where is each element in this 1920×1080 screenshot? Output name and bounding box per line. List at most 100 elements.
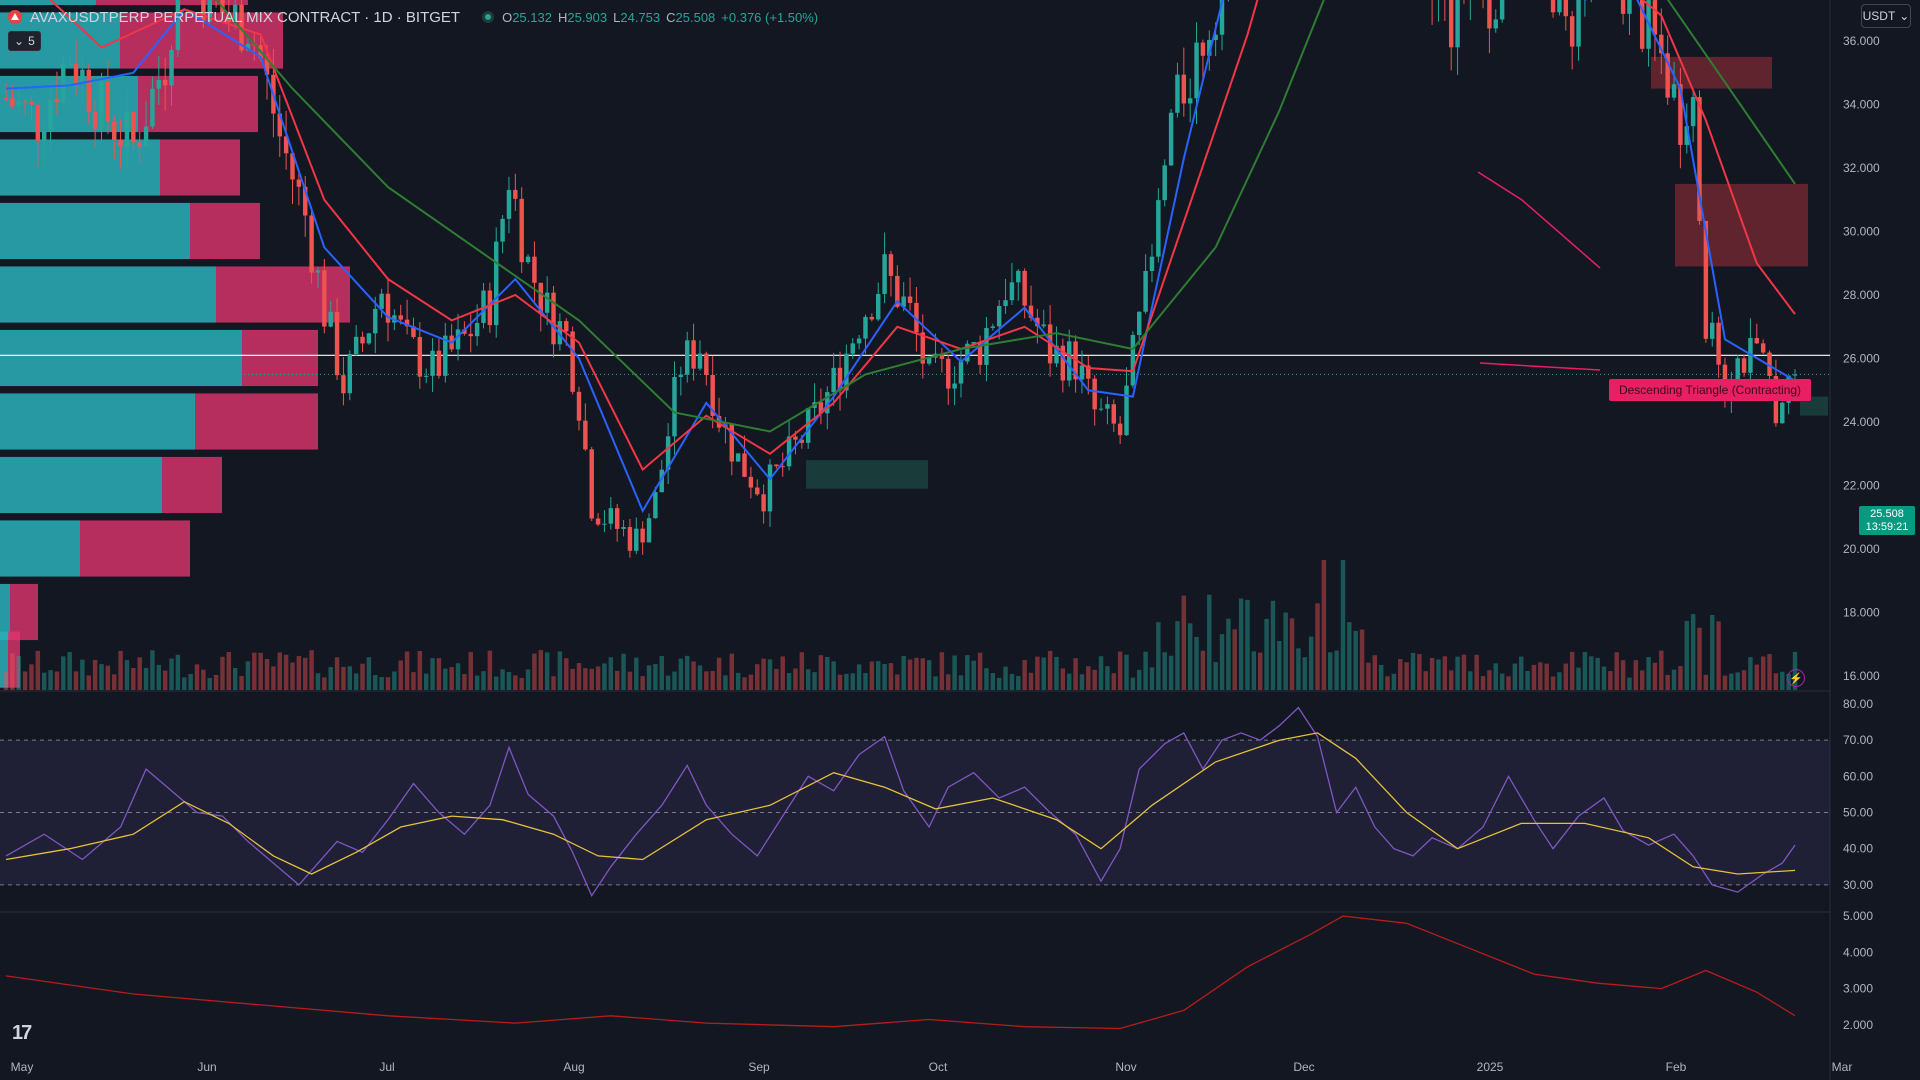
candle-body — [10, 98, 15, 107]
indicators-toggle-button[interactable]: ⌄ 5 — [8, 31, 41, 51]
candle-body — [423, 375, 429, 377]
volume-bar — [1372, 655, 1378, 690]
candle-body — [16, 101, 21, 107]
candle-body — [1690, 97, 1696, 127]
volume-bar — [1601, 666, 1607, 690]
candle-body — [971, 342, 976, 344]
tradingview-logo[interactable]: 17 — [12, 1022, 32, 1044]
volume-bar — [1423, 671, 1428, 690]
volume-bar — [958, 675, 964, 690]
volume-bar — [653, 664, 658, 690]
volume-bar — [1098, 656, 1104, 690]
volume-bar — [1016, 676, 1021, 690]
candle-body — [1780, 402, 1785, 424]
volume-profile-up-row — [0, 329, 242, 387]
volume-bar — [1251, 651, 1257, 690]
volume-profile-down-row — [96, 0, 248, 6]
candle-body — [850, 343, 855, 354]
volume-bar — [1404, 662, 1409, 690]
volume-bar — [1073, 658, 1078, 690]
candle-body — [315, 270, 321, 273]
pattern-label[interactable]: Descending Triangle (Contracting) — [1609, 379, 1811, 401]
price-tick-label: 34.000 — [1843, 98, 1880, 112]
candle-body — [67, 63, 72, 65]
candle-body — [780, 466, 785, 468]
candle-body — [863, 316, 868, 339]
volume-bar — [462, 674, 467, 690]
volume-bar — [194, 664, 200, 690]
volume-bar — [755, 664, 760, 690]
volume-bar — [704, 671, 709, 690]
volume-bar — [1277, 640, 1282, 690]
volume-bar — [296, 656, 302, 690]
volume-bar — [1047, 650, 1053, 690]
volume-bar — [748, 674, 754, 690]
rsi-ma-line — [5, 732, 1796, 875]
volume-bar — [856, 664, 862, 690]
candle-body — [1022, 270, 1027, 306]
volume-bar — [1398, 658, 1403, 690]
volume-bar — [1659, 650, 1664, 690]
volume-bar — [1480, 676, 1486, 690]
volume-bar — [799, 652, 805, 690]
candle-body — [86, 69, 91, 112]
price-tick-label: 16.000 — [1843, 669, 1880, 683]
candle-body — [1035, 317, 1040, 327]
volume-bar — [1589, 656, 1594, 690]
volume-bar — [519, 677, 524, 690]
market-open-icon — [482, 11, 495, 23]
candle-body — [1639, 0, 1645, 49]
volume-bar — [252, 652, 257, 690]
volume-bar — [1767, 654, 1772, 690]
volume-bar — [1137, 669, 1142, 690]
volume-bar — [557, 651, 563, 690]
candle-body — [1162, 165, 1167, 201]
volume-bar — [1620, 660, 1626, 690]
volume-bar — [1448, 670, 1454, 690]
price-axis: 54.00052.00050.00048.00046.00044.00042.0… — [1843, 34, 1880, 1032]
volume-bar — [67, 652, 72, 690]
lightning-icon[interactable]: ⚡ — [1787, 669, 1805, 687]
volume-bar — [188, 673, 193, 690]
volume-bar — [143, 667, 149, 690]
candle-body — [150, 88, 155, 127]
candle-body — [443, 335, 448, 376]
candle-body — [201, 0, 206, 22]
volume-bar — [10, 653, 15, 690]
candle-body — [996, 305, 1002, 327]
candle-body — [1716, 322, 1721, 365]
volume-bar — [1703, 674, 1709, 690]
volume-bar — [61, 656, 66, 690]
volume-bar — [3, 671, 9, 690]
volume-bar — [423, 673, 429, 690]
currency-selector[interactable]: USDT ⌄ — [1861, 4, 1911, 28]
candle-body — [627, 527, 633, 551]
candle-body — [659, 469, 664, 493]
volume-profile-down-row — [162, 456, 222, 514]
volume-bar — [1086, 666, 1091, 690]
volume-bar — [614, 670, 620, 690]
candle-body — [761, 494, 766, 512]
price-tick-label: 32.000 — [1843, 161, 1880, 175]
candle-body — [1130, 334, 1136, 386]
candle-body — [1111, 404, 1116, 424]
volume-bar — [837, 674, 843, 690]
volume-bar — [1079, 674, 1085, 690]
volume-bar — [888, 663, 894, 690]
candle-body — [124, 112, 130, 147]
volume-bar — [1232, 629, 1237, 690]
volume-bar — [1722, 675, 1728, 690]
last-price-tag: 25.508 13:59:21 — [1859, 506, 1915, 535]
volume-bar — [392, 671, 397, 690]
symbol-title[interactable]: AVAXUSDTPERP PERPETUAL MIX CONTRACT · 1D… — [30, 8, 461, 26]
volume-bar — [175, 654, 181, 690]
volume-bar — [1741, 670, 1747, 690]
candle-body — [614, 508, 620, 529]
volume-bar — [1760, 656, 1766, 690]
volume-bar — [977, 652, 983, 690]
volume-bar — [786, 673, 792, 690]
volume-bar — [1041, 657, 1046, 690]
volume-bar — [863, 673, 868, 690]
candle-body — [519, 198, 524, 263]
